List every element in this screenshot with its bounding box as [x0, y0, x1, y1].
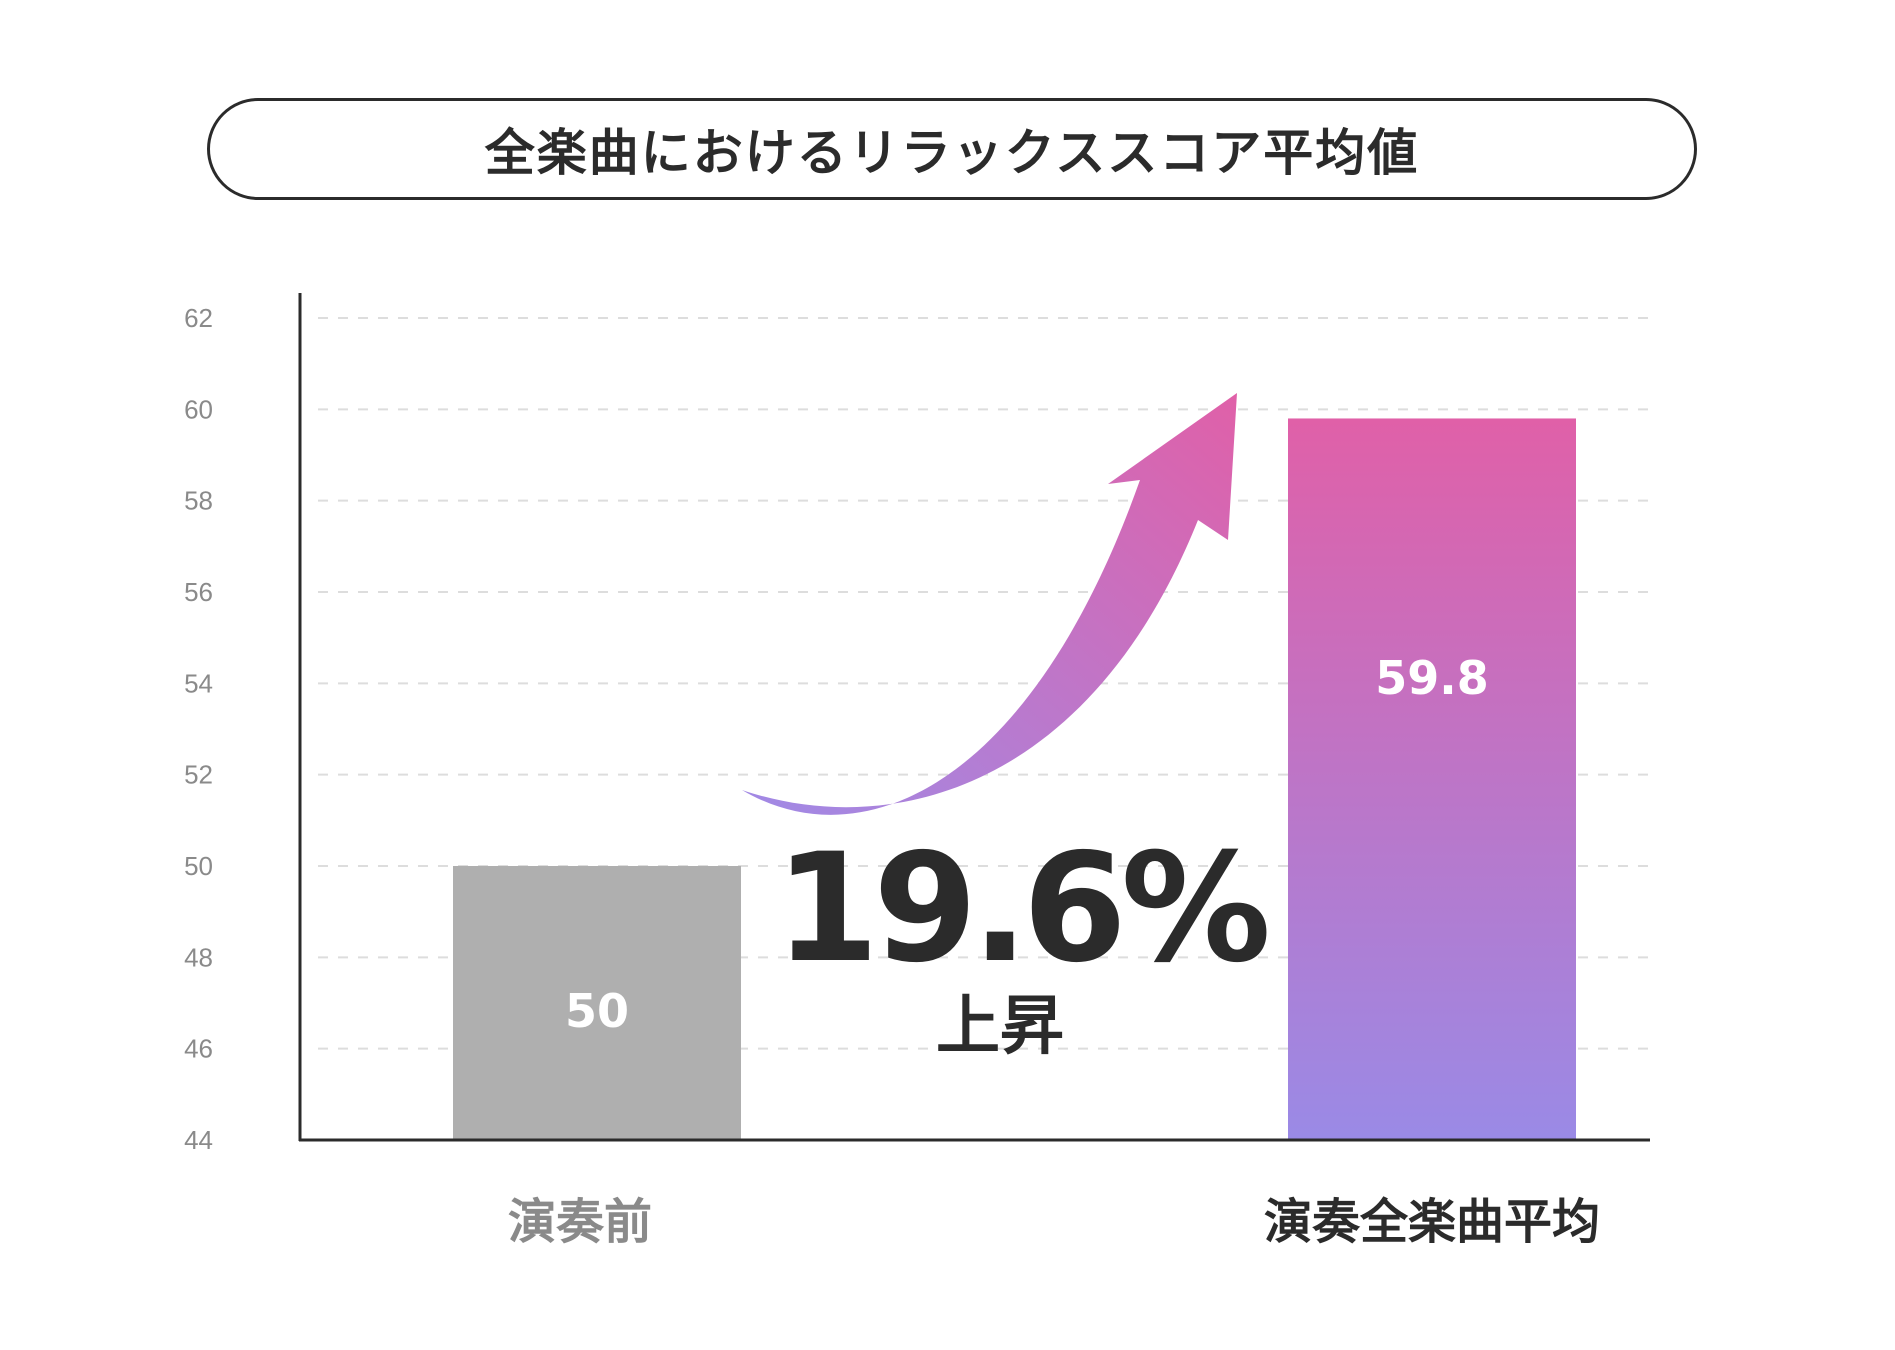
- y-tick-label: 58: [184, 486, 213, 516]
- increase-label: 上昇: [936, 990, 1064, 1064]
- y-tick-label: 46: [184, 1034, 213, 1064]
- increase-percent: 19.6%: [775, 822, 1267, 996]
- bars: 50 59.8: [453, 418, 1576, 1140]
- chart-title: 全楽曲におけるリラックススコア平均値: [484, 124, 1420, 182]
- rise-arrow: [742, 393, 1237, 815]
- y-tick-label: 54: [184, 668, 213, 698]
- chart-title-box: 全楽曲におけるリラックススコア平均値: [207, 98, 1697, 200]
- y-tick-label: 62: [184, 303, 213, 333]
- x-category-label: 演奏全楽曲平均: [1264, 1194, 1600, 1250]
- y-tick-label: 48: [184, 942, 213, 972]
- y-axis-ticks: 44 46 48 50 52 54 56 58 60 62: [184, 303, 213, 1155]
- bar-value-label: 50: [565, 984, 629, 1038]
- y-tick-label: 50: [184, 851, 213, 881]
- bar-2: [1288, 418, 1576, 1140]
- y-tick-label: 60: [184, 394, 213, 424]
- bar-value-label: 59.8: [1375, 651, 1489, 705]
- bar-1: [453, 866, 741, 1140]
- y-tick-label: 52: [184, 760, 213, 790]
- x-axis-categories: 演奏前 演奏全楽曲平均: [508, 1194, 1600, 1250]
- y-tick-label: 56: [184, 577, 213, 607]
- x-category-label: 演奏前: [508, 1194, 652, 1250]
- y-tick-label: 44: [184, 1125, 213, 1155]
